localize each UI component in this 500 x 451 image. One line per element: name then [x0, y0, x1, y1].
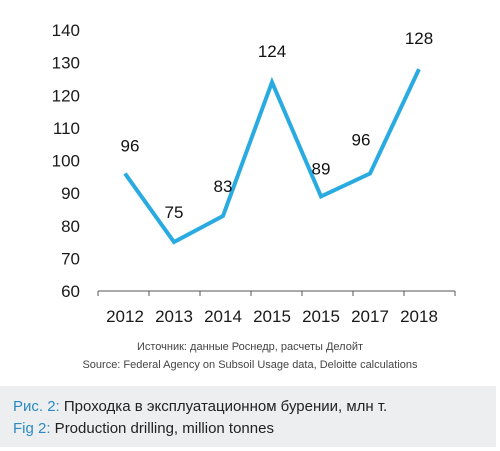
- caption-ru-prefix: Рис. 2:: [13, 398, 60, 415]
- caption-en-text: Production drilling, million tonnes: [51, 420, 274, 437]
- data-label: 128: [405, 29, 433, 48]
- y-tick-label: 90: [61, 184, 80, 203]
- caption-en: Fig 2: Production drilling, million tonn…: [13, 420, 274, 437]
- x-tick-label: 2017: [351, 307, 389, 326]
- data-label: 89: [312, 159, 331, 178]
- data-label: 83: [214, 177, 233, 196]
- y-tick-label: 110: [53, 119, 80, 138]
- line-chart: 60 70 80 90 100 110 120 130 140 2012 2013 2014 2015…: [0, 0, 500, 340]
- source-note-ru: Источник: данные Роснедр, расчеты Делойт: [0, 341, 500, 353]
- data-labels: 96 75 83 124 89 96 128: [121, 29, 434, 222]
- y-tick-label: 130: [52, 54, 80, 73]
- x-axis: 2012 2013 2014 2015 2015 2017 2018: [98, 291, 455, 326]
- y-tick-label: 120: [52, 86, 80, 105]
- source-note-en: Source: Federal Agency on Subsoil Usage …: [0, 359, 500, 371]
- data-label: 124: [258, 42, 286, 61]
- x-tick-label: 2014: [204, 307, 242, 326]
- caption-ru-text: Проходка в эксплуатационном бурении, млн…: [60, 398, 388, 415]
- x-tick-label: 2012: [106, 307, 144, 326]
- y-tick-label: 60: [61, 282, 80, 301]
- data-label: 96: [121, 137, 140, 156]
- x-tick-label: 2018: [400, 307, 438, 326]
- y-tick-label: 70: [61, 249, 80, 268]
- caption-ru: Рис. 2: Проходка в эксплуатационном буре…: [13, 398, 387, 415]
- y-axis: 60 70 80 90 100 110 120 130 140: [52, 21, 80, 301]
- figure-caption: Рис. 2: Проходка в эксплуатационном буре…: [0, 386, 496, 447]
- y-tick-label: 140: [52, 21, 80, 40]
- caption-en-prefix: Fig 2:: [13, 420, 51, 437]
- data-label: 75: [165, 203, 184, 222]
- y-tick-label: 80: [61, 217, 80, 236]
- x-tick-label: 2015: [253, 307, 291, 326]
- y-tick-label: 100: [52, 152, 80, 171]
- x-tick-label: 2015: [302, 307, 340, 326]
- data-label: 96: [352, 131, 371, 150]
- x-tick-label: 2013: [155, 307, 193, 326]
